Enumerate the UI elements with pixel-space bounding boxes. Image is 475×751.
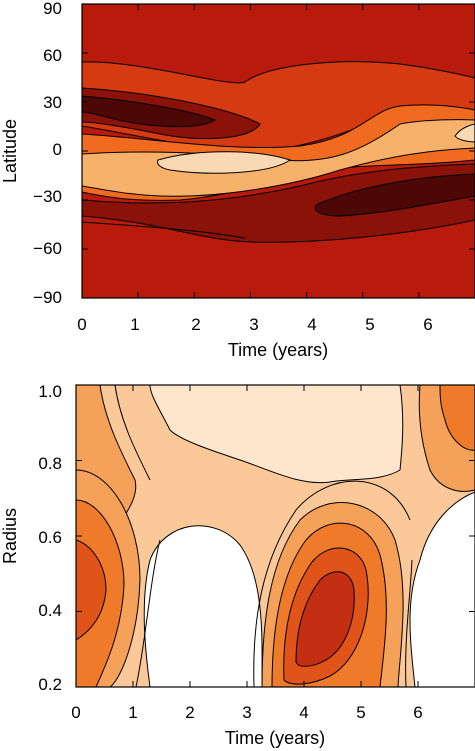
top-heatmap [82,4,475,298]
bottom-contour-left-void [143,525,263,687]
top-y-tick-labels: 90 60 30 0 −30 −60 −90 [33,0,62,307]
top-x-axis-label: Time (years) [228,340,328,360]
top-tick-marks [81,3,475,299]
top-ytick-m30: −30 [33,187,62,206]
top-xtick-4: 4 [307,315,316,334]
top-xtick-3: 3 [249,315,258,334]
top-ytick-90: 90 [43,0,62,18]
bottom-ytick-0.4: 0.4 [38,601,62,620]
top-contour-pale-core [157,151,292,174]
bottom-contour-right-void [409,491,475,687]
bottom-xtick-0: 0 [71,703,80,722]
bottom-xtick-5: 5 [356,703,365,722]
top-xtick-1: 1 [130,315,139,334]
bottom-ytick-0.6: 0.6 [38,528,62,547]
bottom-panel: 1.0 0.8 0.6 0.4 0.2 0 1 2 3 4 5 6 Time (… [0,382,475,748]
bottom-contour-center-max-4 [295,571,355,667]
top-xtick-6: 6 [423,315,432,334]
bottom-ytick-0.2: 0.2 [38,675,62,694]
bottom-xtick-3: 3 [242,703,251,722]
bottom-x-tick-labels: 0 1 2 3 4 5 6 [71,703,422,722]
top-y-axis-label: Latitude [0,119,20,183]
top-ytick-30: 30 [43,93,62,112]
top-ytick-60: 60 [43,46,62,65]
top-contour-north-core [82,95,217,128]
bottom-heatmap [76,385,475,687]
bottom-y-axis-label: Radius [0,508,20,564]
top-xtick-2: 2 [191,315,200,334]
top-x-tick-labels: 0 1 2 3 4 5 6 [77,315,432,334]
bottom-contour-line-c [405,559,413,687]
bottom-xtick-6: 6 [413,703,422,722]
bottom-contour-line-d [135,539,161,687]
bottom-contour-left-max-3 [76,539,107,641]
bottom-contour-right-max-2 [439,385,475,451]
top-panel: 90 60 30 0 −30 −60 −90 0 1 2 3 4 5 6 Tim… [0,0,475,360]
bottom-contour-pale-upper [149,385,404,484]
bottom-contour-line-b [253,480,411,687]
top-xtick-5: 5 [365,315,374,334]
bottom-xtick-1: 1 [128,703,137,722]
bottom-ytick-1.0: 1.0 [38,382,62,401]
top-contour-pale-right [454,123,475,143]
bottom-ytick-0.8: 0.8 [38,454,62,473]
top-contour-south-edge [82,221,246,239]
bottom-tick-marks [75,384,475,688]
top-ytick-m60: −60 [33,239,62,258]
bottom-xtick-2: 2 [185,703,194,722]
top-xtick-0: 0 [77,315,86,334]
top-contour-south-core [314,173,475,217]
bottom-y-tick-labels: 1.0 0.8 0.6 0.4 0.2 [38,382,62,694]
bottom-contour-line-a [114,385,151,481]
top-ytick-m90: −90 [33,288,62,307]
top-ytick-0: 0 [53,140,62,159]
bottom-xtick-4: 4 [299,703,308,722]
bottom-x-axis-label: Time (years) [225,728,325,748]
